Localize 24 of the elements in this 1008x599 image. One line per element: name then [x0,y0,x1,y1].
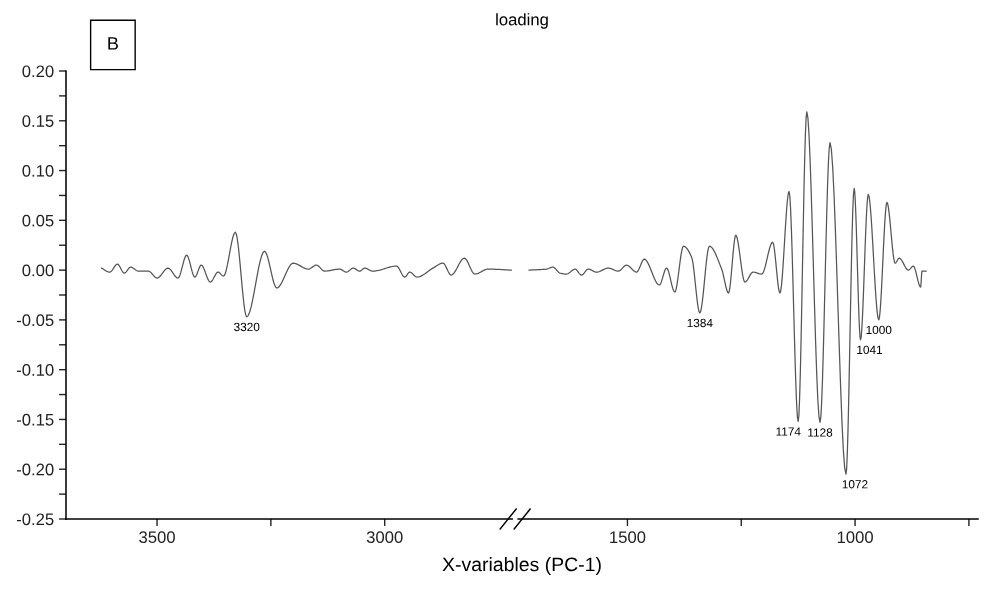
y-tick-label: 0.20 [22,65,54,78]
x-tick-label: 3000 [366,531,403,544]
annotation: 1174 [776,427,801,436]
y-tick-label: -0.10 [16,364,54,376]
y-tick-label: 0.05 [22,214,54,227]
annotation: 1128 [808,428,833,437]
x-tick-label: 1500 [610,531,646,544]
y-tick-label: 0.15 [22,115,54,127]
annotation: 1041 [857,345,883,355]
y-tick-label: -0.05 [16,314,54,327]
y-tick-label: 0.00 [22,264,54,277]
y-tick-label: -0.20 [16,463,54,476]
annotation: 3320 [234,322,260,332]
y-tick-label: -0.25 [16,513,54,526]
x-axis-title: X-variables (PC-1) [442,556,601,576]
text: B [108,37,118,50]
chart-title: loading [496,13,548,29]
annotation: 1384 [687,318,713,328]
annotation: 1000 [866,325,892,335]
y-tick-label: 0.10 [22,164,54,177]
x-tick-label: 1000 [837,531,873,544]
x-tick-label: 3500 [139,531,175,544]
y-tick-label: -0.15 [16,413,54,426]
annotation: 1072 [842,480,868,489]
